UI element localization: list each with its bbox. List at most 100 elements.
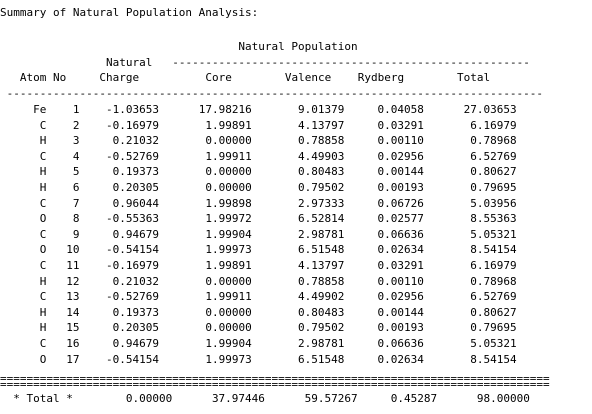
- population-header-rule: ----------------------------------------…: [172, 56, 530, 69]
- atom-symbol: H: [13, 305, 47, 319]
- report-title: Summary of Natural Population Analysis:: [0, 6, 259, 19]
- totals-rydberg: 0.45287: [357, 392, 438, 405]
- natural-charge-value: 0.21032: [79, 134, 159, 148]
- atom-number: 11: [46, 259, 80, 272]
- core-value: 0.00000: [158, 305, 252, 319]
- total-value: 27.03653: [423, 103, 517, 116]
- natural-charge-value: 0.20305: [79, 181, 159, 194]
- valence-value: 0.79502: [251, 321, 345, 335]
- atom-row: H 5 0.19373 0.00000 0.80483 0.00144 0.80…: [0, 164, 517, 180]
- valence-value: 6.51548: [251, 352, 345, 366]
- atom-symbol: C: [13, 149, 47, 163]
- valence-value: 0.80483: [251, 305, 345, 319]
- totals-core: 37.97446: [172, 392, 265, 405]
- rydberg-value: 0.02956: [344, 290, 424, 304]
- rydberg-value: 0.02956: [344, 149, 424, 163]
- total-value: 0.80627: [423, 165, 517, 179]
- column-atom: Atom: [6, 71, 47, 84]
- atom-symbol: C: [13, 227, 47, 241]
- atom-row: C 2 -0.16979 1.99891 4.13797 0.03291 6.1…: [0, 118, 517, 134]
- natural-charge-value: 0.19373: [79, 305, 159, 319]
- core-value: 0.00000: [158, 321, 252, 335]
- natural-charge-value: -0.52769: [79, 290, 159, 304]
- rydberg-value: 0.06636: [344, 227, 424, 241]
- atom-row: C 11 -0.16979 1.99891 4.13797 0.03291 6.…: [0, 258, 517, 274]
- atom-row: H 12 0.21032 0.00000 0.78858 0.00110 0.7…: [0, 274, 517, 290]
- natural-charge-value: -0.16979: [79, 259, 159, 272]
- rydberg-value: 0.00110: [344, 274, 424, 288]
- valence-value: 9.01379: [251, 103, 345, 116]
- column-no: No: [53, 71, 73, 84]
- atom-row: C 7 0.96044 1.99898 2.97333 0.06726 5.03…: [0, 196, 517, 212]
- natural-charge-header-top: Natural: [105, 56, 153, 69]
- rydberg-value: 0.02577: [344, 212, 424, 226]
- atom-symbol: O: [13, 212, 47, 226]
- rydberg-value: 0.00144: [344, 165, 424, 179]
- rydberg-value: 0.06726: [344, 196, 424, 210]
- atom-number: 15: [46, 321, 80, 335]
- rydberg-value: 0.00193: [344, 321, 424, 335]
- atom-number: 4: [46, 149, 80, 163]
- natural-charge-value: 0.20305: [79, 321, 159, 335]
- rydberg-value: 0.00144: [344, 305, 424, 319]
- rydberg-value: 0.06636: [344, 337, 424, 350]
- atom-number: 8: [46, 212, 80, 226]
- core-value: 1.99911: [158, 149, 252, 163]
- header-separator-line: ----------------------------------------…: [0, 87, 544, 100]
- atom-row: H 3 0.21032 0.00000 0.78858 0.00110 0.78…: [0, 133, 517, 149]
- column-core: Core: [205, 71, 232, 84]
- atom-symbol: C: [13, 196, 47, 210]
- rydberg-value: 0.03291: [344, 259, 424, 272]
- atom-symbol: O: [13, 352, 47, 366]
- natural-charge-value: -0.52769: [79, 149, 159, 163]
- natural-charge-value: 0.96044: [79, 196, 159, 210]
- rydberg-value: 0.04058: [344, 103, 424, 116]
- atom-number: 3: [46, 134, 80, 148]
- totals-label: * Total *: [13, 392, 73, 405]
- valence-value: 2.98781: [251, 337, 345, 350]
- total-value: 5.05321: [423, 227, 517, 241]
- total-value: 6.16979: [423, 118, 517, 132]
- rydberg-value: 0.02634: [344, 243, 424, 257]
- column-valence: Valence: [284, 71, 332, 84]
- total-value: 0.79695: [423, 321, 517, 335]
- atom-symbol: C: [13, 337, 47, 350]
- valence-value: 6.52814: [251, 212, 345, 226]
- atom-row: H 15 0.20305 0.00000 0.79502 0.00193 0.7…: [0, 320, 517, 336]
- natural-population-group-header: Natural Population: [0, 39, 371, 55]
- atom-symbol: H: [13, 274, 47, 288]
- core-value: 0.00000: [158, 181, 252, 194]
- column-rydberg: Rydberg: [357, 71, 405, 84]
- atom-number: 7: [46, 196, 80, 210]
- valence-value: 4.49902: [251, 290, 345, 304]
- rydberg-value: 0.03291: [344, 118, 424, 132]
- atom-row: C 9 0.94679 1.99904 2.98781 0.06636 5.05…: [0, 227, 517, 243]
- natural-charge-value: -0.16979: [79, 118, 159, 132]
- atom-symbol: Fe: [13, 103, 47, 116]
- atom-symbol: O: [13, 243, 47, 257]
- totals-total: 98.00000: [437, 392, 530, 405]
- atom-row: Fe 1 -1.03653 17.98216 9.01379 0.04058 2…: [0, 102, 517, 118]
- totals-valence: 59.57267: [264, 392, 358, 405]
- total-value: 8.54154: [423, 352, 517, 366]
- total-value: 0.78968: [423, 134, 517, 148]
- atom-symbol: C: [13, 259, 47, 272]
- atom-symbol: C: [13, 118, 47, 132]
- atom-number: 13: [46, 290, 80, 304]
- atom-number: 9: [46, 227, 80, 241]
- valence-value: 0.78858: [251, 134, 345, 148]
- natural-charge-value: -0.55363: [79, 212, 159, 226]
- atom-number: 5: [46, 165, 80, 179]
- atom-symbol: C: [13, 290, 47, 304]
- core-value: 1.99973: [158, 243, 252, 257]
- atom-symbol: H: [13, 134, 47, 148]
- atom-row: O 10 -0.54154 1.99973 6.51548 0.02634 8.…: [0, 242, 517, 258]
- total-value: 0.80627: [423, 305, 517, 319]
- core-value: 1.99904: [158, 337, 252, 350]
- core-value: 1.99891: [158, 118, 252, 132]
- column-charge: Charge: [99, 71, 140, 84]
- natural-charge-value: -1.03653: [79, 103, 159, 116]
- core-value: 0.00000: [158, 134, 252, 148]
- core-value: 1.99972: [158, 212, 252, 226]
